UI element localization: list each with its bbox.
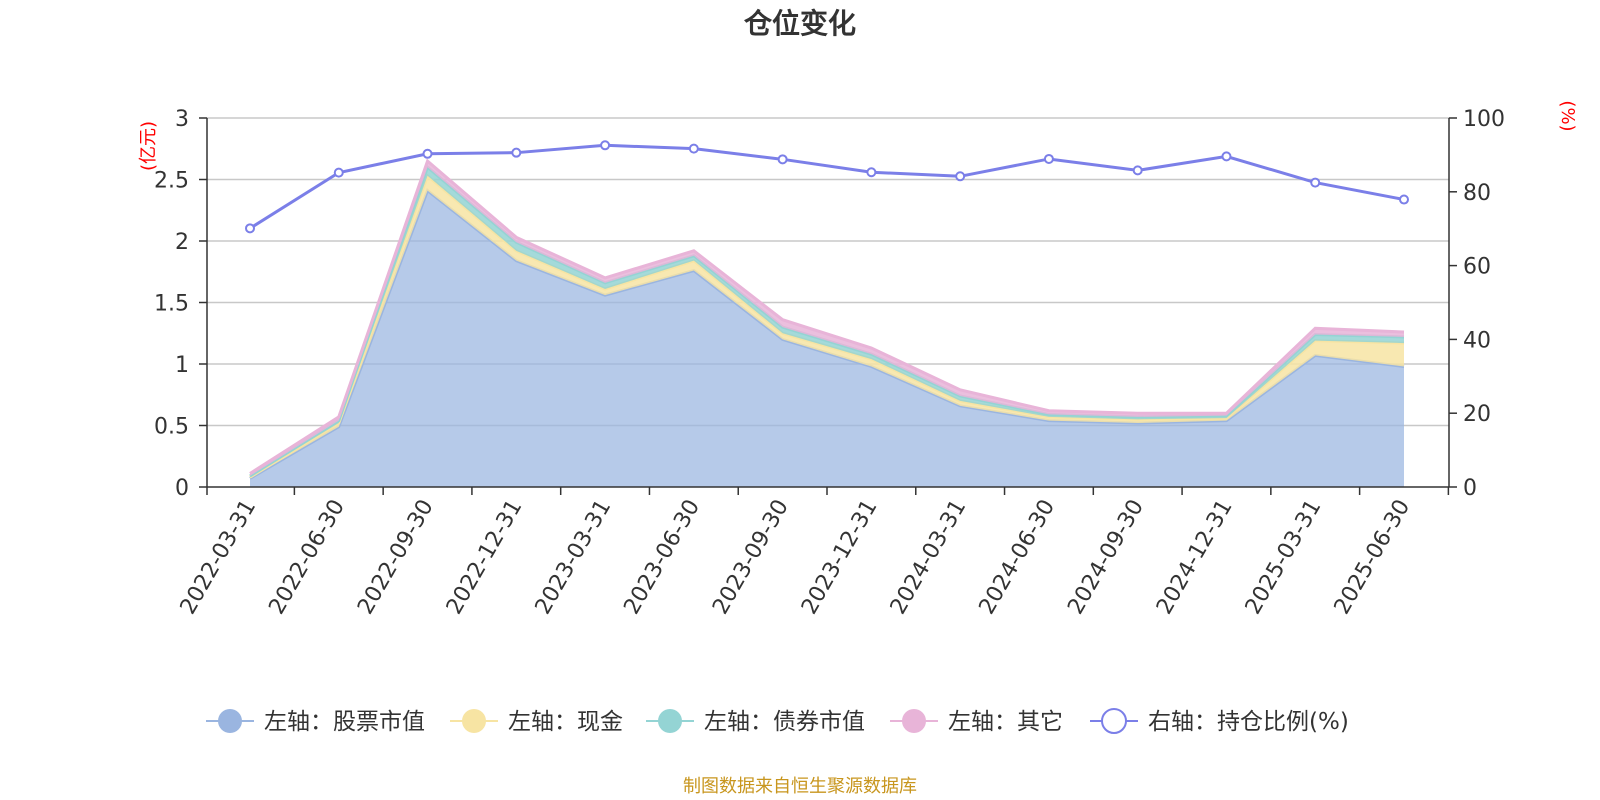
- left-axis-unit: (亿元): [138, 121, 159, 171]
- left-axis-tick-label: 3: [175, 107, 189, 132]
- source-note: 制图数据来自恒生聚源数据库: [683, 776, 917, 797]
- x-axis-tick-label: 2023-03-31: [531, 496, 617, 619]
- x-axis-tick-label: 2024-09-30: [1063, 496, 1149, 619]
- right-axis-tick-label: 0: [1463, 476, 1477, 501]
- legend-marker-1: [462, 709, 486, 733]
- x-axis-tick-label: 2024-06-30: [975, 496, 1061, 619]
- legend: 左轴：股票市值 左轴：现金 左轴：债券市值 左轴：其它 右轴：持仓比例(%): [206, 708, 1349, 735]
- right-axis-tick-label: 20: [1463, 402, 1491, 427]
- x-axis-tick-label: 2025-06-30: [1330, 496, 1416, 619]
- left-axis-tick-label: 2: [175, 230, 189, 255]
- left-axis-tick-label: 1: [175, 353, 189, 378]
- legend-label-1: 左轴：现金: [508, 709, 623, 735]
- x-axis-tick-label: 2023-09-30: [708, 496, 794, 619]
- right-axis-tick-label: 80: [1463, 181, 1491, 206]
- x-axis-tick-label: 2023-06-30: [619, 496, 705, 619]
- right-axis-unit: (%): [1557, 100, 1578, 131]
- x-axis-tick-label: 2022-06-30: [264, 496, 350, 619]
- legend-label-2: 左轴：债券市值: [704, 709, 865, 735]
- legend-marker-2: [658, 709, 682, 733]
- line-point: [333, 167, 344, 178]
- left-axis-tick-label: 2.5: [154, 169, 189, 194]
- legend-label-0: 左轴：股票市值: [264, 709, 425, 735]
- x-axis-tick-label: 2022-03-31: [176, 496, 262, 619]
- line-右轴：持仓比例(%): [249, 143, 1405, 230]
- legend-marker-4: [1101, 708, 1127, 734]
- line-point: [955, 171, 966, 182]
- line-point: [688, 143, 699, 154]
- right-axis-tick-label: 40: [1463, 328, 1491, 353]
- line-point: [1310, 177, 1321, 188]
- x-axis-tick-label: 2023-12-31: [797, 496, 883, 619]
- legend-marker-0: [218, 709, 242, 733]
- line-point: [866, 167, 877, 178]
- left-axis-tick-label: 1.5: [154, 292, 189, 317]
- x-axis-tick-label: 2025-03-31: [1241, 496, 1327, 619]
- ratio-line: [245, 140, 1409, 234]
- left-axis-tick-label: 0.5: [154, 415, 189, 440]
- legend-label-4: 右轴：持仓比例(%): [1148, 709, 1349, 735]
- left-axis-tick-label: 0: [175, 476, 189, 501]
- line-point: [1399, 194, 1409, 205]
- stacked-areas: [249, 158, 1405, 487]
- right-axis-tick-label: 60: [1463, 255, 1491, 280]
- line-point: [1221, 151, 1232, 162]
- right-axis-tick-label: 100: [1463, 107, 1505, 132]
- chart-title: 仓位变化: [744, 7, 856, 40]
- x-axis-tick-label: 2024-12-31: [1152, 496, 1238, 619]
- line-point: [777, 154, 788, 165]
- line-point: [422, 148, 433, 159]
- area-edge-左轴：其它: [249, 158, 1405, 475]
- x-axis-tick-label: 2022-12-31: [442, 496, 528, 619]
- legend-marker-3: [902, 709, 926, 733]
- line-point: [511, 147, 522, 158]
- x-axis-tick-label: 2024-03-31: [886, 496, 972, 619]
- area-左轴：股票市值: [250, 190, 1404, 487]
- x-axis-tick-label: 2022-09-30: [353, 496, 439, 619]
- line-point: [600, 140, 611, 151]
- line-point: [245, 223, 255, 234]
- line-point: [1043, 153, 1054, 164]
- line-point: [1132, 165, 1143, 176]
- legend-label-3: 左轴：其它: [948, 709, 1063, 735]
